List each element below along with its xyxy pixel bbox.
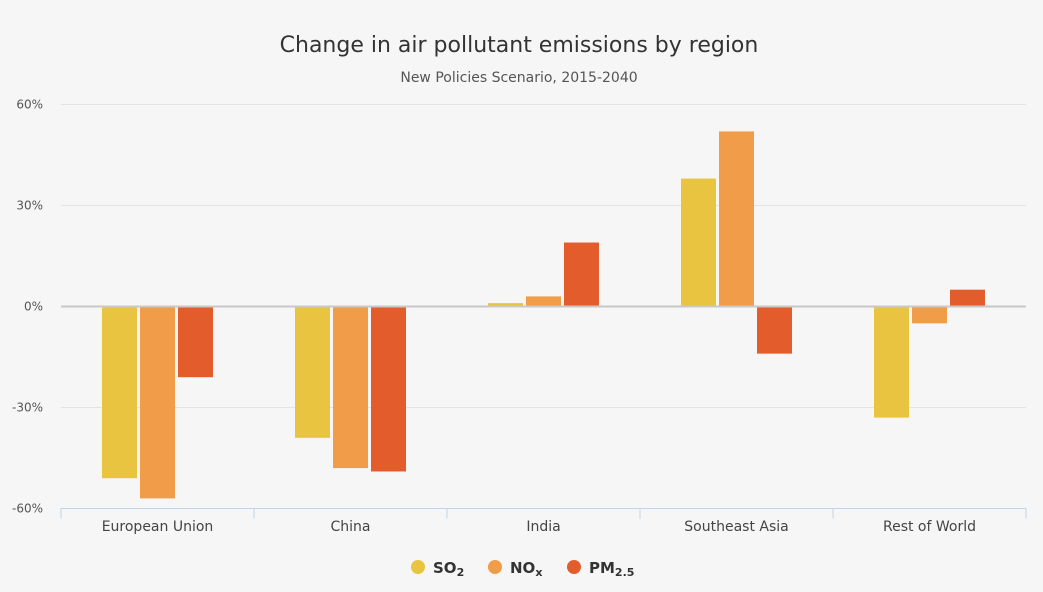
chart-title: Change in air pollutant emissions by reg… (280, 33, 759, 58)
legend-label-base: SO (433, 559, 457, 577)
bar[interactable] (295, 306, 330, 438)
x-tick-label: China (331, 519, 371, 535)
legend-label: PM2.5 (589, 559, 634, 579)
bar[interactable] (333, 306, 368, 469)
bar[interactable] (874, 306, 909, 418)
legend-marker (411, 560, 425, 574)
legend-label-subscript: x (535, 566, 542, 579)
legend-item[interactable]: PM2.5 (567, 559, 634, 579)
legend-label: SO2 (433, 559, 464, 579)
y-tick-label: -30% (12, 401, 43, 415)
legend-label: NOx (510, 559, 542, 579)
legend-label-base: NO (510, 559, 535, 577)
bar[interactable] (526, 296, 561, 307)
legend-label-subscript: 2 (457, 566, 465, 579)
x-axis: European Union China India Southeast Asia Re… (60, 508, 1027, 535)
x-tick-label: European Union (102, 519, 214, 535)
legend-item[interactable]: NOx (488, 559, 542, 579)
legend-label-base: PM (589, 559, 615, 577)
legend-marker (488, 560, 502, 574)
bars (102, 131, 985, 499)
y-tick-label: -60% (12, 502, 43, 516)
y-tick-label: 0% (24, 300, 43, 314)
bar[interactable] (178, 306, 213, 378)
bar[interactable] (950, 289, 985, 307)
bar[interactable] (140, 306, 175, 499)
bar[interactable] (371, 306, 406, 472)
legend-item[interactable]: SO2 (411, 559, 464, 579)
y-tick-label: 60% (16, 98, 43, 112)
bar[interactable] (564, 242, 599, 307)
legend[interactable]: SO2 NOx PM2.5 (411, 559, 634, 579)
x-tick-label: Southeast Asia (684, 519, 788, 535)
bar[interactable] (681, 178, 716, 307)
bar[interactable] (912, 306, 947, 324)
x-tick-label: Rest of World (883, 519, 976, 535)
bar[interactable] (757, 306, 792, 354)
y-tick-label: 30% (16, 199, 43, 213)
chart-subtitle: New Policies Scenario, 2015-2040 (400, 70, 637, 86)
legend-label-subscript: 2.5 (615, 566, 635, 579)
x-tick-label: India (526, 519, 560, 535)
gridlines (61, 104, 1026, 408)
bar[interactable] (488, 303, 523, 307)
bar[interactable] (719, 131, 754, 307)
y-axis-ticks: 60% 30% 0% -30% -60% (12, 98, 43, 516)
legend-marker (567, 560, 581, 574)
bar[interactable] (102, 306, 137, 479)
